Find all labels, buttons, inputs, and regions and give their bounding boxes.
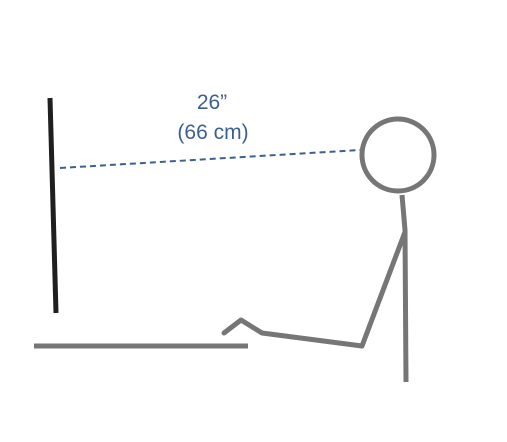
figure-neck-torso (399, 194, 409, 383)
stick-figure (221, 116, 437, 383)
figure-arm (221, 229, 408, 349)
monitor-screen (47, 97, 59, 314)
sight-line (59, 149, 361, 169)
figure-head (359, 116, 437, 194)
distance-inches-label: 26” (197, 91, 227, 114)
distance-cm-label: (66 cm) (177, 121, 248, 144)
